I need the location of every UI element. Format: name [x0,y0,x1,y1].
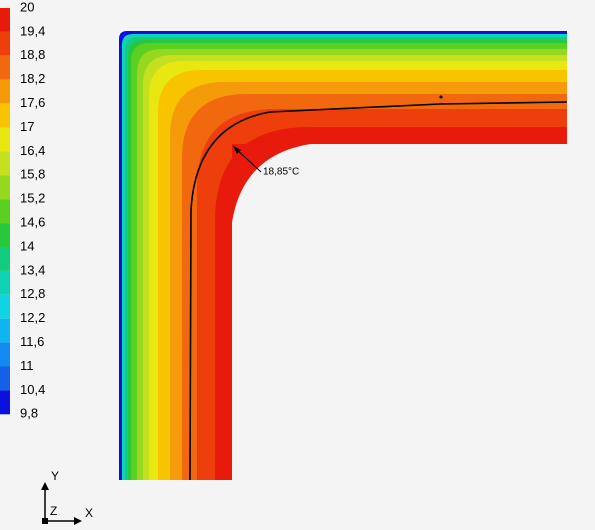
legend-swatch [0,366,10,391]
legend-swatch [0,294,10,319]
legend-swatch [0,79,10,104]
legend-label: 13,4 [20,262,45,277]
axis-triad: Y Z X [41,469,93,525]
legend-label: 12,8 [20,286,45,301]
legend-label: 17 [20,119,34,134]
legend-swatch [0,175,10,200]
axis-label-y: Y [51,469,59,483]
legend-label: 10,4 [20,382,45,397]
annotation-arrowhead [233,146,241,154]
legend-swatch [0,103,10,128]
legend-label: 16,4 [20,143,45,158]
legend-label: 15,2 [20,191,45,206]
isotherm-line [189,101,568,481]
legend-label: 18,8 [20,47,45,62]
legend-label: 12,2 [20,310,45,325]
origin [42,518,48,524]
legend-swatch [0,55,10,80]
isotherm-marker [439,95,443,99]
legend-label: 11,6 [20,334,44,349]
legend-label: 14 [20,238,34,253]
legend-swatch [0,270,10,295]
color-legend: 20 19,4 18,8 18,2 17,6 17 16,4 15,8 15,2 14,6 14 13… [0,0,45,421]
legend-swatch [0,31,10,56]
y-arrowhead [41,482,49,490]
legend-swatch [0,223,10,247]
legend-swatch [0,8,10,32]
legend-swatch [0,247,10,271]
axis-label-x: X [85,506,93,520]
legend-label: 18,2 [20,71,45,86]
legend-swatch [0,342,10,367]
legend-label: 11 [20,358,34,373]
x-arrowhead [74,517,82,525]
legend-swatch [0,199,10,224]
axis-label-z: Z [50,504,57,518]
legend-swatch [0,127,10,152]
legend-swatch [0,390,10,415]
legend-swatch [0,151,10,176]
annotation: 18,85°C [263,167,299,178]
legend-label: 17,6 [20,95,45,110]
legend-label: 14,6 [20,215,45,230]
legend-label: 9,8 [20,406,38,421]
legend-swatch [0,318,10,343]
legend-label: 20 [20,0,34,14]
legend-label: 15,8 [20,167,45,182]
temperature-field [119,31,567,480]
legend-label: 19,4 [20,23,45,38]
